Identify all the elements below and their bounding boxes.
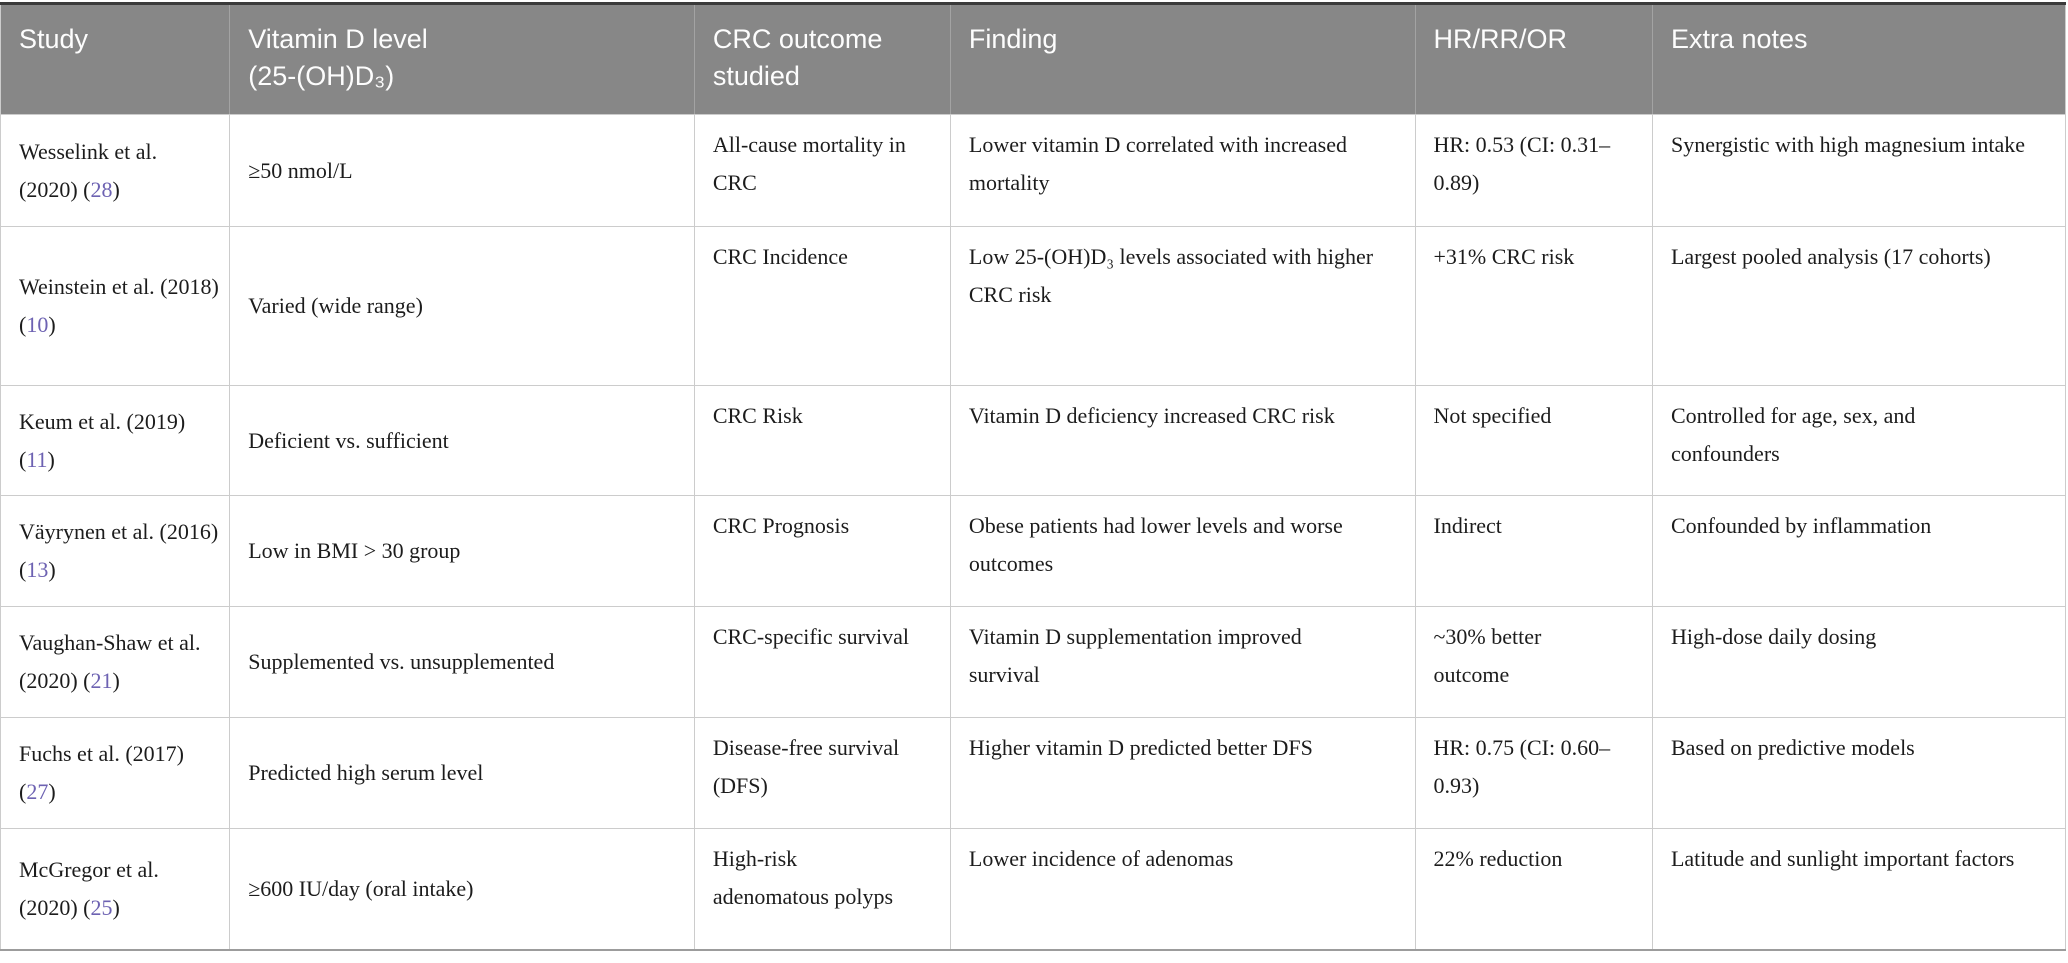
table-row: McGregor et al. (2020) (25) ≥600 IU/day … bbox=[0, 828, 2067, 950]
extra-notes-cell: Based on predictive models bbox=[1651, 717, 2067, 829]
reference-link[interactable]: 10 bbox=[26, 312, 49, 337]
study-name: McGregor et al. (2020) bbox=[19, 856, 159, 920]
reference-link[interactable]: 13 bbox=[26, 557, 49, 582]
finding-cell: Vitamin D supplementation improved survi… bbox=[949, 606, 1416, 718]
citation-open: ( bbox=[77, 668, 91, 693]
study-cell: Väyrynen et al. (2016) (13) bbox=[0, 495, 231, 607]
column-header-hr-rr-or: HR/RR/OR bbox=[1414, 3, 1653, 115]
reference-link[interactable]: 11 bbox=[26, 446, 48, 472]
column-header-finding: Finding bbox=[949, 3, 1415, 115]
study-name: Weinstein et al. (2018) bbox=[19, 274, 219, 299]
finding-cell: Lower incidence of adenomas bbox=[949, 828, 1416, 950]
hr-rr-or-cell: 22% reduction bbox=[1414, 828, 1653, 950]
extra-notes-cell: High-dose daily dosing bbox=[1651, 606, 2067, 718]
hr-rr-or-cell: ~30% better outcome bbox=[1414, 606, 1653, 718]
crc-outcome-cell: CRC Prognosis bbox=[693, 495, 951, 607]
citation-open: ( bbox=[19, 779, 27, 804]
citation-open: ( bbox=[77, 894, 91, 920]
crc-outcome-cell: CRC-specific survival bbox=[693, 606, 951, 718]
hr-rr-or-cell: Indirect bbox=[1414, 495, 1653, 607]
reference-link[interactable]: 27 bbox=[26, 779, 49, 804]
study-name: Fuchs et al. (2017) bbox=[19, 741, 184, 766]
citation-close: ) bbox=[112, 894, 120, 920]
column-header-study: Study bbox=[0, 3, 230, 115]
vitamin-d-level-cell: ≥50 nmol/L bbox=[229, 114, 695, 227]
study-name: Väyrynen et al. (2016) bbox=[19, 519, 219, 544]
table-row: Väyrynen et al. (2016) (13) Low in BMI >… bbox=[0, 495, 2067, 607]
vitamin-d-level-cell: ≥600 IU/day (oral intake) bbox=[229, 828, 695, 950]
study-name: Keum et al. (2019) bbox=[19, 408, 186, 434]
table-row: Weinstein et al. (2018) (10) Varied (wid… bbox=[0, 226, 2067, 386]
column-header-extra-notes: Extra notes bbox=[1651, 3, 2066, 115]
table-body: Wesselink et al. (2020) (28) ≥50 nmol/L … bbox=[0, 114, 2067, 950]
crc-outcome-cell: High-risk adenomatous polyps bbox=[693, 828, 951, 950]
extra-notes-cell: Synergistic with high magnesium intake bbox=[1651, 114, 2067, 227]
crc-outcome-cell: CRC Incidence bbox=[693, 226, 951, 386]
study-cell: Wesselink et al. (2020) (28) bbox=[0, 114, 231, 227]
table-row: Vaughan-Shaw et al. (2020) (21) Suppleme… bbox=[0, 606, 2067, 718]
crc-outcome-cell: CRC Risk bbox=[693, 385, 951, 496]
finding-cell: Vitamin D deficiency increased CRC risk bbox=[949, 385, 1416, 496]
reference-link[interactable]: 21 bbox=[90, 668, 113, 693]
vitamin-d-level-cell: Predicted high serum level bbox=[229, 717, 695, 829]
study-cell: Weinstein et al. (2018) (10) bbox=[0, 226, 231, 386]
citation-open: ( bbox=[19, 446, 27, 472]
citation-open: ( bbox=[19, 312, 27, 337]
extra-notes-cell: Controlled for age, sex, and confounders bbox=[1651, 385, 2067, 496]
citation-close: ) bbox=[47, 446, 55, 472]
citation-close: ) bbox=[48, 557, 56, 582]
vitamin-d-level-cell: Deficient vs. sufficient bbox=[229, 385, 695, 496]
extra-notes-cell: Latitude and sunlight important factors bbox=[1651, 828, 2067, 950]
citation-open: ( bbox=[19, 557, 27, 582]
crc-outcome-cell: Disease-free survival (DFS) bbox=[693, 717, 951, 829]
column-header-vitamin-d-level: Vitamin D level (25-(OH)D₃) bbox=[229, 3, 695, 115]
hr-rr-or-cell: HR: 0.75 (CI: 0.60–0.93) bbox=[1414, 717, 1653, 829]
table-row: Fuchs et al. (2017) (27) Predicted high … bbox=[0, 717, 2067, 829]
study-name: Wesselink et al. (2020) bbox=[19, 138, 158, 202]
column-header-crc-outcome: CRC outcome studied bbox=[693, 3, 951, 115]
extra-notes-cell: Largest pooled analysis (17 cohorts) bbox=[1651, 226, 2067, 386]
citation-close: ) bbox=[112, 176, 120, 202]
crc-outcome-cell: All-cause mortality in CRC bbox=[693, 114, 951, 227]
reference-link[interactable]: 28 bbox=[90, 176, 113, 202]
reference-link[interactable]: 25 bbox=[90, 894, 113, 920]
study-cell: Fuchs et al. (2017) (27) bbox=[0, 717, 231, 829]
extra-notes-cell: Confounded by inflammation bbox=[1651, 495, 2067, 607]
finding-cell: Obese patients had lower levels and wors… bbox=[949, 495, 1416, 607]
study-cell: Keum et al. (2019) (11) bbox=[0, 385, 231, 496]
citation-close: ) bbox=[112, 668, 120, 693]
citation-close: ) bbox=[48, 779, 56, 804]
table-header: Study Vitamin D level (25-(OH)D₃) CRC ou… bbox=[0, 3, 2066, 115]
citation-close: ) bbox=[48, 312, 56, 337]
header-row: Study Vitamin D level (25-(OH)D₃) CRC ou… bbox=[0, 3, 2066, 115]
citation-open: ( bbox=[77, 176, 91, 202]
study-cell: McGregor et al. (2020) (25) bbox=[0, 828, 231, 950]
finding-cell: Higher vitamin D predicted better DFS bbox=[949, 717, 1416, 829]
table-row: Wesselink et al. (2020) (28) ≥50 nmol/L … bbox=[0, 114, 2067, 227]
vitamin-d-level-cell: Varied (wide range) bbox=[229, 226, 695, 386]
hr-rr-or-cell: Not specified bbox=[1414, 385, 1653, 496]
finding-cell: Lower vitamin D correlated with increase… bbox=[949, 114, 1416, 227]
hr-rr-or-cell: HR: 0.53 (CI: 0.31–0.89) bbox=[1414, 114, 1653, 227]
vitamin-d-level-cell: Supplemented vs. unsupplemented bbox=[229, 606, 695, 718]
hr-rr-or-cell: +31% CRC risk bbox=[1414, 226, 1653, 386]
vitamin-d-level-cell: Low in BMI > 30 group bbox=[229, 495, 695, 607]
table-row: Keum et al. (2019) (11) Deficient vs. su… bbox=[0, 385, 2067, 496]
study-cell: Vaughan-Shaw et al. (2020) (21) bbox=[0, 606, 231, 718]
study-name: Vaughan-Shaw et al. (2020) bbox=[19, 630, 201, 693]
finding-cell: Low 25-(OH)D₃ levels associated with hig… bbox=[949, 226, 1416, 386]
